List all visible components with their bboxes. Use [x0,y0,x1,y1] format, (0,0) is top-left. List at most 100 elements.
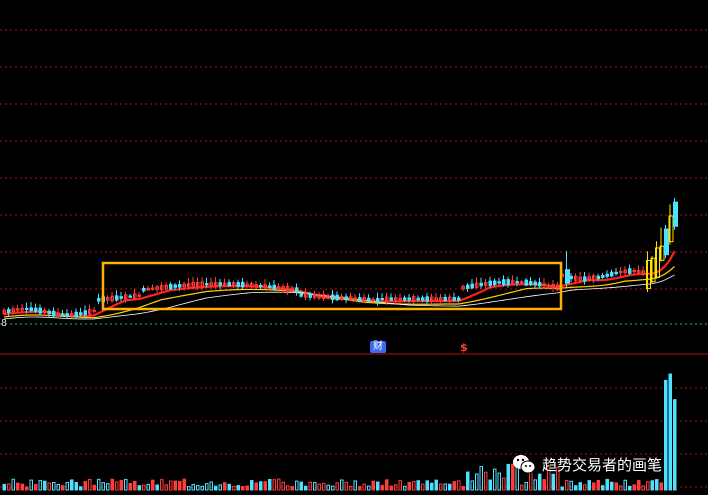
volume-bar [448,483,452,491]
candle-body [502,279,506,286]
volume-bar [439,483,443,491]
candle-body [439,297,443,301]
candle-body [97,297,101,302]
volume-bar [641,485,645,491]
candle-body [349,296,353,301]
volume-bar [371,480,375,491]
volume-bar [20,483,24,491]
volume-bar [511,463,515,491]
volume-bar [245,485,249,491]
volume-bar [335,482,339,491]
candle-body [601,274,605,278]
volume-bar [650,480,654,491]
volume-bar [578,482,582,491]
volume-bar [344,481,348,491]
volume-bar [61,485,65,491]
volume-bar [97,478,101,491]
candle-body [34,307,38,312]
candle-body [43,309,47,314]
candle-body [205,283,209,286]
candle-body [340,296,344,300]
volume-bar [632,484,636,491]
candle-body [362,297,366,302]
volume-bar [331,485,335,491]
candle-body [466,284,470,289]
finance-event-marker[interactable]: 财 [370,341,386,353]
volume-bar [191,484,195,491]
candle-body [191,281,195,288]
volume-bar [668,373,672,491]
volume-bar [628,485,632,491]
candle-body [385,296,389,302]
volume-bar [655,479,659,491]
dividend-event-marker[interactable]: $ [460,341,468,354]
volume-bar [88,478,92,491]
candle-body [326,295,330,299]
volume-bar [425,480,429,491]
volume-bar [268,478,272,491]
volume-bar [218,484,222,491]
volume-bar [79,486,83,491]
candle-body [119,296,123,299]
candle-body [250,283,254,288]
volume-bar [290,486,294,491]
volume-bar [367,485,371,491]
candle-body [461,285,465,290]
volume-bar [313,482,317,491]
candle-body [88,309,92,315]
volume-bar [146,483,150,491]
candle-body [263,284,267,289]
candle-body [398,297,402,301]
candle-body [281,286,285,291]
volume-bar [520,484,524,491]
candle-body [56,312,60,317]
price-grid [0,29,708,488]
volume-bar [497,472,501,491]
candle-body [142,287,146,292]
volume-bar [56,483,60,491]
volume-bar [182,478,186,491]
volume-bar [637,479,641,491]
candle-body [610,271,614,277]
volume-bar [619,485,623,491]
candle-body [673,201,678,227]
volume-panel [2,373,677,491]
candle-body [506,279,510,285]
volume-bar [538,473,542,491]
candle-body [20,307,24,311]
volume-bar [646,481,650,491]
volume-bar [209,481,213,491]
candle-body [178,284,182,288]
candle-body [664,228,669,256]
volume-bar [52,481,56,491]
candle-body [452,297,456,301]
candle-body [484,282,488,286]
candle-body [182,283,186,288]
candle-body [313,293,317,299]
volume-bar [214,485,218,491]
volume-bar [551,473,555,491]
volume-bar [322,482,326,491]
volume-bar [115,481,119,491]
volume-bar [16,482,20,491]
volume-bar [506,463,510,491]
candle-body [641,270,645,274]
candle-body [655,247,660,278]
candle-body [371,298,375,302]
volume-bar [110,478,114,491]
candle-body [295,287,299,293]
volume-bar [614,482,618,491]
volume-bar [502,477,506,491]
volume-bar [38,480,42,491]
candle-body [290,287,294,292]
candle-body [668,215,674,243]
volume-bar [430,482,434,491]
volume-bar [560,486,564,491]
candle-body [133,293,137,299]
volume-bar [259,481,263,491]
volume-bar [263,481,267,491]
candle-body [322,294,326,300]
candle-body [187,283,191,288]
volume-bar [29,479,33,491]
volume-bar [488,479,492,491]
